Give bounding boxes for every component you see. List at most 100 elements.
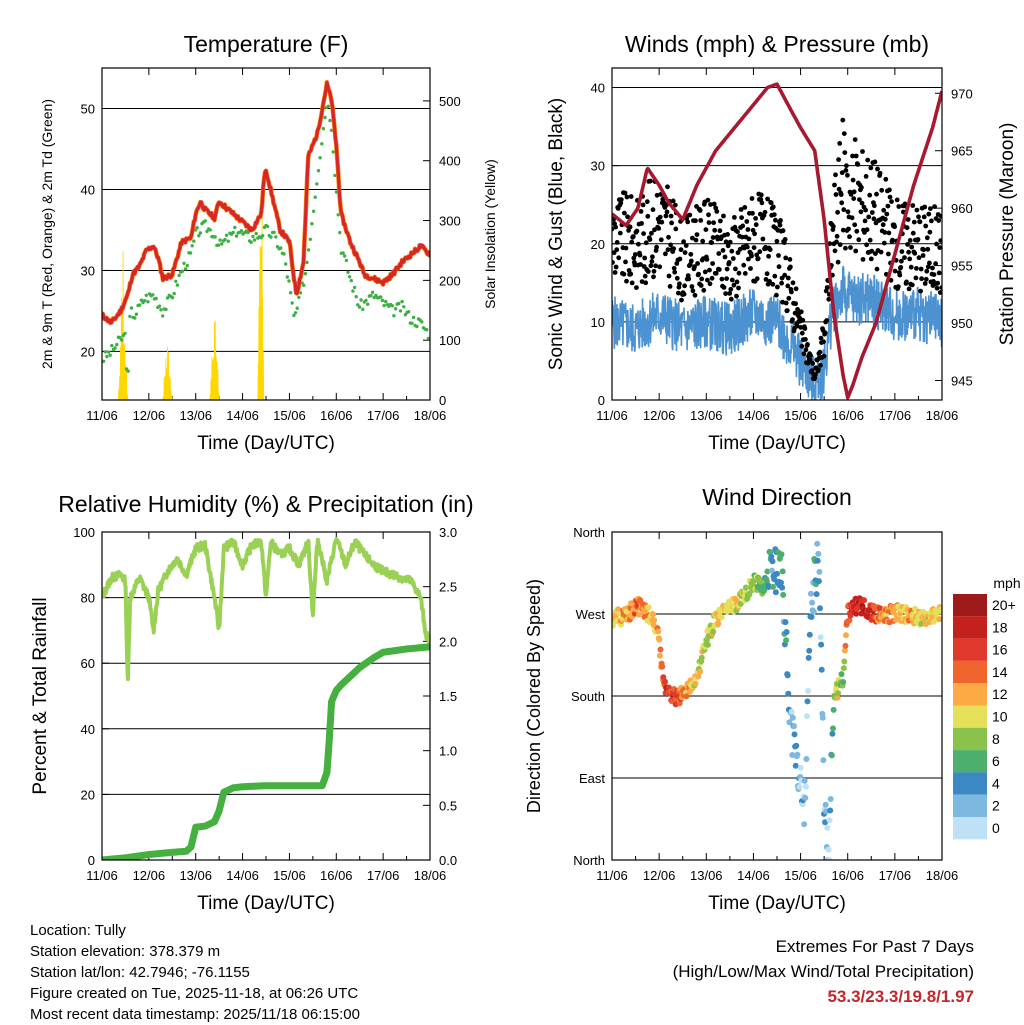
gust-point <box>892 268 898 274</box>
gust-point <box>892 224 897 230</box>
dewpoint-point <box>233 225 237 230</box>
direction-point <box>801 821 808 828</box>
gust-point <box>654 192 660 198</box>
y-tick-label: North <box>573 525 605 540</box>
dewpoint-point <box>183 267 188 271</box>
y2-tick-label: 1.5 <box>439 689 457 704</box>
dewpoint-point <box>203 219 207 223</box>
y2-tick-label: 200 <box>439 273 461 288</box>
solar-insolation-line <box>118 251 129 400</box>
gust-point <box>856 237 862 243</box>
dewpoint-point <box>341 251 345 255</box>
gust-point <box>935 280 941 286</box>
gust-point <box>916 214 921 220</box>
dewpoint-point <box>402 305 406 309</box>
relative-humidity-line <box>102 536 430 682</box>
gust-point <box>877 170 883 176</box>
gust-point <box>936 218 942 223</box>
gust-point <box>938 238 942 243</box>
gust-point <box>752 231 757 237</box>
gust-point <box>803 337 808 342</box>
y2-tick-label: 2.5 <box>439 580 457 595</box>
humidity-precip-chart: Relative Humidity (%) & Precipitation (i… <box>30 491 474 914</box>
direction-point <box>692 680 699 687</box>
gust-point <box>840 227 846 233</box>
direction-point <box>815 578 822 585</box>
direction-point <box>761 587 767 594</box>
gust-point <box>933 261 938 267</box>
gust-point <box>916 255 922 261</box>
gust-point <box>677 256 683 262</box>
direction-point <box>659 663 666 670</box>
gust-point <box>898 265 904 270</box>
gust-point <box>694 232 700 238</box>
latlon-text: Station lat/lon: 42.7946; -76.1155 <box>30 964 250 981</box>
dewpoint-point <box>357 305 362 309</box>
chart-title: Temperature (F) <box>184 31 349 57</box>
y2-tick-label: 0 <box>439 393 446 408</box>
gust-point <box>623 259 628 265</box>
y2-tick-label: 2.0 <box>439 634 457 649</box>
direction-point <box>817 634 824 641</box>
direction-point <box>802 794 809 801</box>
direction-point <box>784 672 791 679</box>
y2-axis-label: Solar Insolation (Yellow) <box>482 159 498 309</box>
direction-point <box>802 783 809 790</box>
y-tick-label: 20 <box>81 787 95 802</box>
gust-point <box>697 208 703 213</box>
direction-point <box>698 654 705 661</box>
dewpoint-point <box>108 353 112 357</box>
gust-point <box>885 203 891 209</box>
y-tick-label: 40 <box>591 81 605 96</box>
gust-point <box>925 246 931 252</box>
dewpoint-point <box>133 316 137 320</box>
gust-point <box>878 249 884 255</box>
gust-point <box>816 367 821 372</box>
gust-point <box>753 216 758 221</box>
gust-point <box>851 196 857 202</box>
dewpoint-point <box>198 231 203 235</box>
dewpoint-point <box>106 350 111 354</box>
direction-point <box>822 819 829 826</box>
y-tick-label: 20 <box>81 344 95 359</box>
dewpoint-point <box>302 283 306 287</box>
gust-point <box>926 211 932 217</box>
dewpoint-point <box>398 309 403 313</box>
gust-point <box>705 197 711 203</box>
dewpoint-point <box>197 234 201 238</box>
gust-point <box>777 222 783 228</box>
legend-swatch <box>953 750 987 773</box>
gust-point <box>780 228 786 234</box>
gust-point <box>776 253 781 258</box>
y2-tick-label: 1.0 <box>439 744 457 759</box>
gust-point <box>774 292 779 298</box>
direction-point <box>938 608 942 615</box>
dewpoint-point <box>352 285 357 290</box>
direction-point <box>662 678 668 685</box>
dewpoint-point <box>234 234 239 238</box>
gust-point <box>755 256 761 261</box>
direction-point <box>797 764 804 771</box>
direction-point <box>828 752 835 759</box>
gust-point <box>692 264 697 270</box>
y2-axis-label: Station Pressure (Maroon) <box>997 123 1018 346</box>
y2-tick-label: 960 <box>951 201 973 216</box>
direction-point <box>824 824 831 831</box>
dewpoint-point <box>102 359 106 363</box>
dewpoint-point <box>295 306 299 310</box>
extremes-subtitle: (High/Low/Max Wind/Total Precipitation) <box>672 962 974 981</box>
dewpoint-point <box>293 311 298 315</box>
gust-point <box>936 270 942 276</box>
direction-point <box>788 708 795 715</box>
x-tick-label: 16/06 <box>831 408 864 423</box>
x-tick-label: 18/06 <box>926 868 959 883</box>
dewpoint-point <box>182 261 186 265</box>
x-tick-label: 11/06 <box>596 408 628 423</box>
dewpoint-point <box>369 293 373 298</box>
gust-point <box>627 224 633 230</box>
gust-point <box>788 264 793 270</box>
gust-point <box>909 282 915 288</box>
gust-point <box>688 251 694 257</box>
chart-title: Winds (mph) & Pressure (mb) <box>625 31 929 57</box>
dewpoint-point <box>120 338 124 342</box>
